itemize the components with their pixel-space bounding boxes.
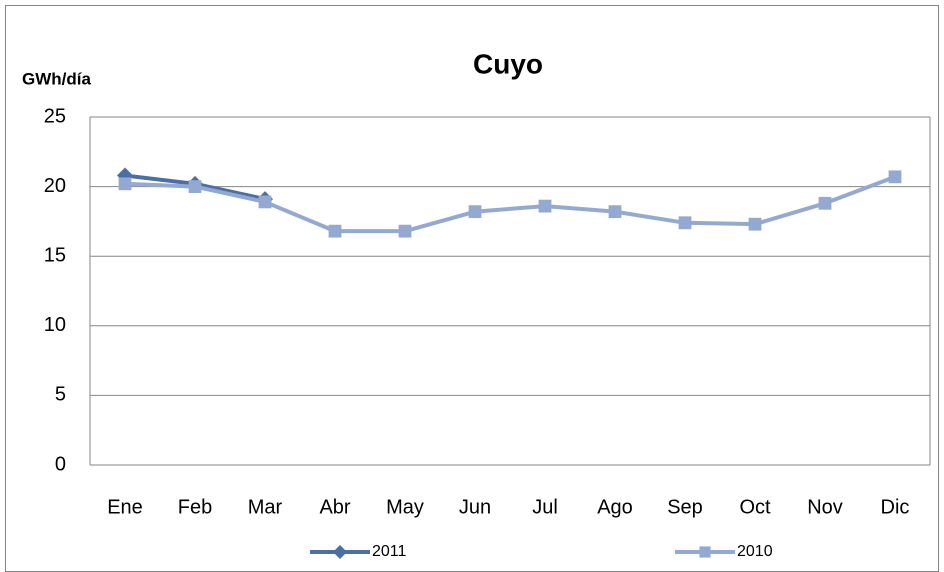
x-tick-label: Feb — [178, 496, 212, 518]
x-tick-label: Mar — [248, 496, 283, 518]
chart-border — [5, 5, 939, 572]
marker — [538, 199, 552, 213]
chart-title: Cuyo — [473, 48, 543, 79]
x-tick-label: May — [386, 496, 424, 518]
y-tick-label: 10 — [44, 314, 66, 336]
y-tick-label: 0 — [55, 453, 66, 475]
legend-marker — [333, 545, 347, 559]
legend-marker — [699, 546, 711, 558]
x-tick-label: Ago — [597, 496, 633, 518]
marker — [468, 205, 482, 219]
marker — [328, 224, 342, 238]
marker — [818, 196, 832, 210]
marker — [118, 177, 132, 191]
x-tick-label: Oct — [739, 496, 771, 518]
x-tick-label: Dic — [881, 496, 910, 518]
x-tick-label: Jun — [459, 496, 491, 518]
legend-label: 2010 — [737, 543, 773, 560]
marker — [398, 224, 412, 238]
x-tick-label: Sep — [667, 496, 703, 518]
legend-label: 2011 — [372, 543, 407, 560]
x-tick-label: Abr — [319, 496, 350, 518]
y-tick-label: 5 — [55, 384, 66, 406]
series-line — [124, 174, 896, 234]
y-tick-label: 15 — [44, 244, 66, 266]
x-tick-label: Ene — [107, 496, 143, 518]
y-tick-label: 20 — [44, 175, 66, 197]
y-tick-label: 25 — [44, 105, 66, 127]
marker — [258, 195, 272, 209]
x-tick-label: Jul — [532, 496, 558, 518]
marker — [678, 216, 692, 230]
x-tick-label: Nov — [807, 496, 843, 518]
marker — [188, 180, 202, 193]
y-axis-label: GWh/día — [22, 69, 91, 88]
marker — [748, 217, 762, 231]
marker — [608, 205, 622, 219]
marker — [888, 170, 902, 184]
